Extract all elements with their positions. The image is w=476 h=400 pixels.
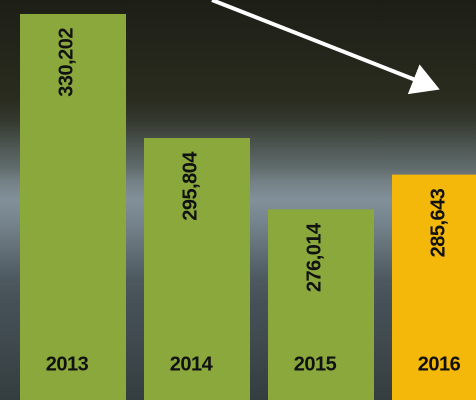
category-label: 2013 [46,353,89,375]
value-label: 276,014 [303,222,325,292]
chart: 330,202 2013 295,804 2014 276,014 2015 285,643… [0,0,476,400]
value-label: 285,643 [427,188,449,257]
value-label: 295,804 [179,151,201,221]
category-label: 2016 [418,353,461,375]
bars: 330,202 2013 295,804 2014 276,014 2015 285,643… [20,14,476,400]
category-label: 2014 [170,353,214,375]
category-label: 2015 [294,353,337,375]
value-label: 330,202 [55,28,77,97]
trend-arrow [212,0,436,88]
page: 330,202 2013 295,804 2014 276,014 2015 285,643… [0,0,476,400]
